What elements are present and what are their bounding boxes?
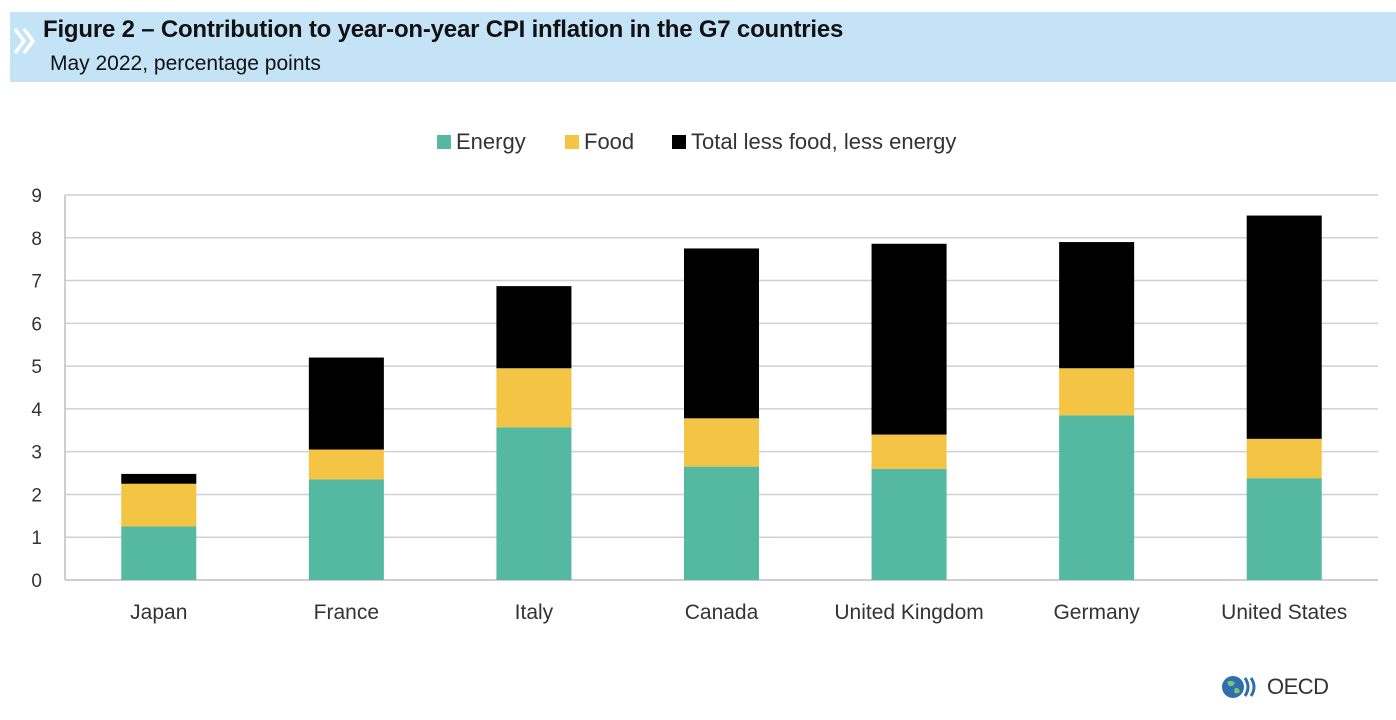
chart-title: Figure 2 – Contribution to year-on-year … <box>43 16 844 43</box>
y-tick-label: 0 <box>31 571 42 592</box>
bar-segment-total-less-food-less-energy <box>683 248 760 419</box>
bar-segment-total-less-food-less-energy <box>1059 242 1135 369</box>
legend-swatch <box>672 135 686 149</box>
double-chevron-icon <box>13 27 36 55</box>
legend-swatch <box>565 135 579 149</box>
bar-segment-food <box>1246 438 1322 479</box>
y-tick-label: 9 <box>31 186 42 207</box>
x-axis-ticks: Japan France Italy Canada United Kingdom Germ… <box>130 601 1347 624</box>
bar-segment-energy <box>121 526 197 580</box>
legend: Energy Food Total less food, less energy <box>437 129 956 154</box>
bar-segment-total-less-food-less-energy <box>1246 215 1322 439</box>
logo-text: OECD <box>1267 674 1329 699</box>
globe-icon <box>1222 676 1256 698</box>
bar-segment-total-less-food-less-energy <box>496 286 572 369</box>
bar-segment-food <box>496 368 572 428</box>
bar-segment-total-less-food-less-energy <box>308 357 384 450</box>
bar-segment-food <box>308 449 384 480</box>
bar-segment-food <box>121 483 197 527</box>
bars <box>121 215 1322 580</box>
legend-label: Food <box>584 129 634 154</box>
bar-segment-energy <box>683 466 760 580</box>
y-tick-label: 2 <box>31 485 42 506</box>
y-tick-label: 4 <box>31 400 42 421</box>
oecd-logo: OECD <box>1221 674 1329 700</box>
y-tick-label: 3 <box>31 443 42 464</box>
bar-segment-food <box>1059 368 1135 416</box>
legend-label: Total less food, less energy <box>691 129 956 154</box>
bar-segment-energy <box>308 479 384 580</box>
x-tick-label: United Kingdom <box>834 601 983 624</box>
bar-segment-food <box>683 418 760 467</box>
y-tick-label: 8 <box>31 229 42 250</box>
bar-segment-energy <box>1246 478 1322 580</box>
bar-segment-energy <box>871 468 947 580</box>
bar-segment-energy <box>496 427 572 580</box>
chart-subtitle: May 2022, percentage points <box>50 52 321 75</box>
x-tick-label: Canada <box>685 601 759 624</box>
legend-label: Energy <box>456 129 526 154</box>
bar-segment-food <box>871 434 947 469</box>
y-axis-ticks: 0 1 2 3 4 5 6 7 8 9 <box>31 186 42 592</box>
bar-segment-total-less-food-less-energy <box>871 243 947 435</box>
x-tick-label: Italy <box>515 601 554 624</box>
bar-segment-energy <box>1059 415 1135 580</box>
x-tick-label: Germany <box>1053 601 1140 624</box>
y-tick-label: 7 <box>31 272 42 293</box>
x-tick-label: Japan <box>130 601 187 624</box>
x-tick-label: France <box>314 601 379 624</box>
y-tick-label: 1 <box>31 528 42 549</box>
x-tick-label: United States <box>1221 601 1347 624</box>
legend-swatch <box>437 135 451 149</box>
bar-segment-total-less-food-less-energy <box>121 473 197 484</box>
figure-header: Figure 2 – Contribution to year-on-year … <box>10 12 1396 82</box>
y-tick-label: 5 <box>31 357 42 378</box>
y-tick-label: 6 <box>31 314 42 335</box>
